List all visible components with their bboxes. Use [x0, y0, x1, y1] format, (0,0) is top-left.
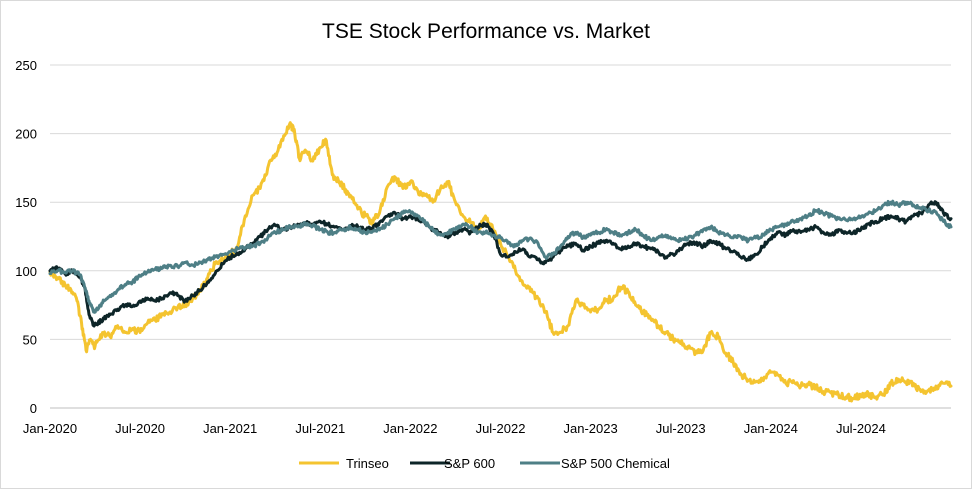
chart-title: TSE Stock Performance vs. Market	[322, 20, 650, 43]
x-tick-label: Jul-2022	[476, 421, 526, 436]
y-axis-ticks: 0 50 100 150 200 250	[15, 58, 37, 416]
series-line-s-p-500-chemical	[48, 199, 953, 314]
legend-label: S&P 600	[444, 456, 495, 471]
x-tick-label: Jul-2021	[295, 421, 345, 436]
legend: Trinseo S&P 600 S&P 500 Chemical	[299, 456, 670, 471]
x-tick-label: Jul-2023	[656, 421, 706, 436]
y-tick-label: 50	[23, 332, 37, 347]
legend-label: Trinseo	[346, 456, 389, 471]
x-tick-label: Jan-2023	[563, 421, 617, 436]
y-tick-label: 150	[15, 195, 37, 210]
x-axis-ticks: Jan-2020 Jul-2020 Jan-2021 Jul-2021 Jan-2022…	[23, 421, 886, 436]
legend-label: S&P 500 Chemical	[561, 456, 670, 471]
x-tick-label: Jan-2024	[744, 421, 798, 436]
y-tick-label: 200	[15, 127, 37, 142]
x-tick-label: Jan-2022	[383, 421, 437, 436]
series-lines	[48, 121, 953, 403]
y-tick-label: 0	[30, 401, 37, 416]
x-tick-label: Jul-2024	[836, 421, 886, 436]
y-tick-label: 100	[15, 264, 37, 279]
y-tick-label: 250	[15, 58, 37, 73]
x-tick-label: Jan-2021	[203, 421, 257, 436]
gridlines	[50, 64, 951, 409]
x-tick-label: Jul-2020	[115, 421, 165, 436]
series-line-s-p-600	[48, 200, 953, 328]
x-tick-label: Jan-2020	[23, 421, 77, 436]
